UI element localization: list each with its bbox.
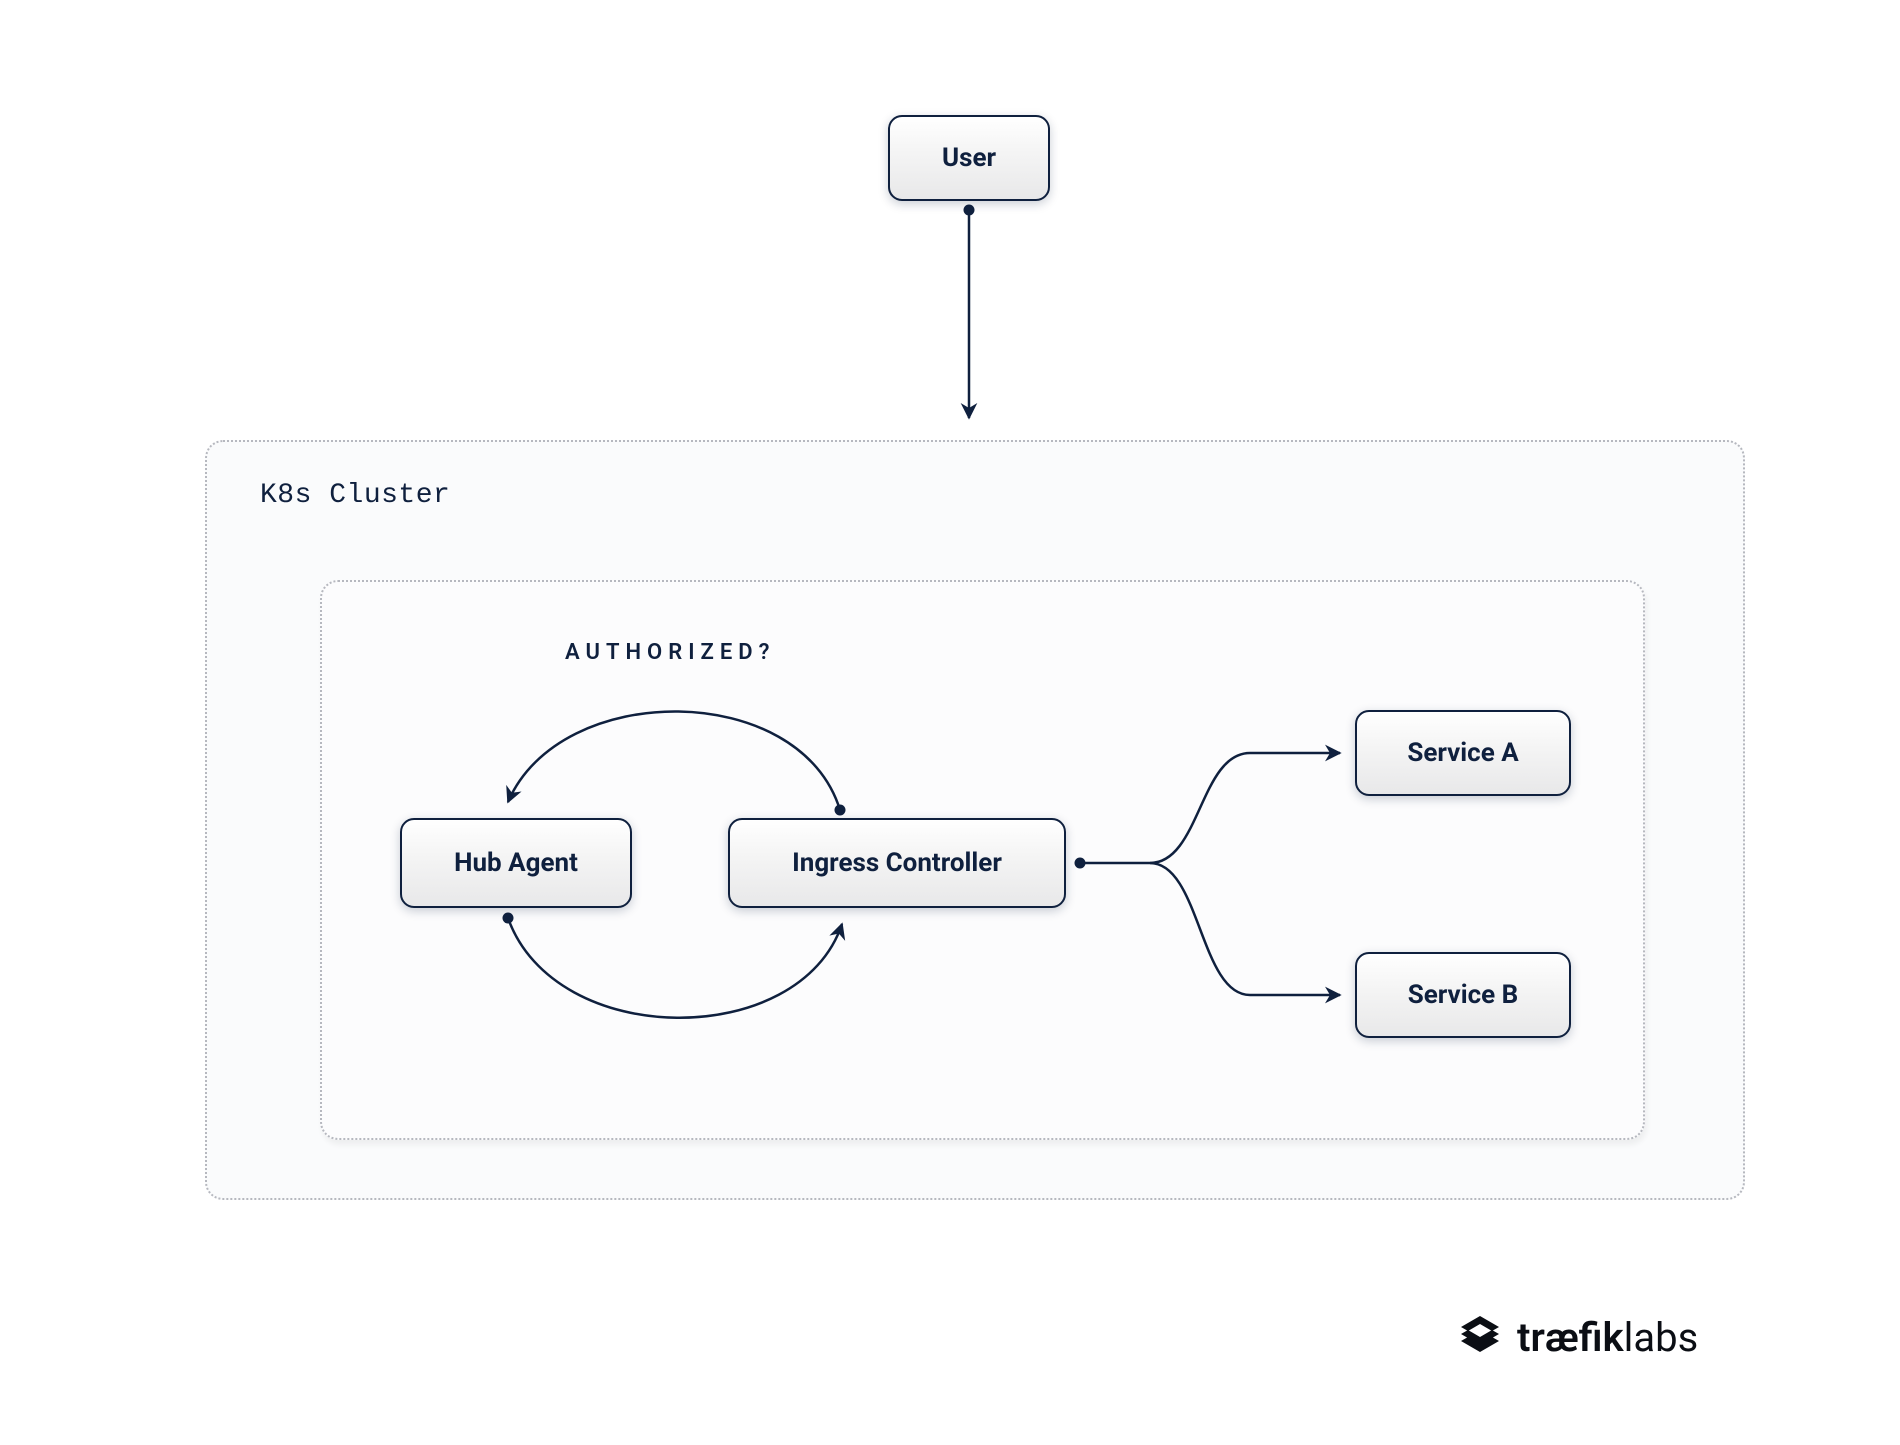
edge-user-to-cluster [964,205,975,419]
user-node: User [888,115,1050,201]
k8s-cluster-label: K8s Cluster [260,480,450,511]
user-node-label: User [942,143,996,173]
traefik-labs-brand: træfiklabs [1455,1312,1698,1362]
ingress-controller-node: Ingress Controller [728,818,1066,908]
ingress-controller-node-label: Ingress Controller [792,848,1002,878]
traefik-logo-icon [1455,1312,1505,1362]
hub-agent-node: Hub Agent [400,818,632,908]
service-a-node: Service A [1355,710,1571,796]
brand-text-sub: labs [1624,1314,1699,1361]
architecture-diagram: K8s Cluster User Hub Agent Ingress Contr… [0,0,1900,1445]
service-b-node: Service B [1355,952,1571,1038]
authorized-edge-label: AUTHORIZED? [565,640,775,665]
hub-agent-node-label: Hub Agent [454,848,578,878]
service-a-node-label: Service A [1407,738,1518,768]
brand-text-main: træfik [1517,1314,1624,1361]
service-b-node-label: Service B [1408,980,1519,1010]
traefik-brand-text: træfiklabs [1517,1314,1698,1361]
